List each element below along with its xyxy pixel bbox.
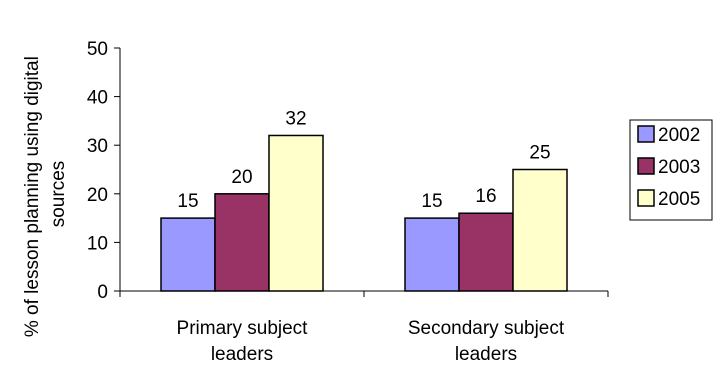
bar	[160, 217, 216, 292]
legend-swatch	[637, 157, 655, 175]
y-axis-label-line-1: % of lesson planning using digital	[22, 56, 43, 337]
y-tick-label: 30	[87, 136, 108, 157]
y-axis-label: % of lesson planning using digital sourc…	[22, 51, 69, 337]
legend-label: 2005	[658, 189, 700, 210]
bar	[458, 212, 514, 292]
data-label: 15	[177, 191, 198, 212]
x-tick-label: Secondary subject	[408, 318, 565, 339]
legend-swatch	[637, 125, 655, 143]
y-tick-label: 40	[87, 88, 108, 109]
legend-label: 2003	[658, 157, 700, 178]
y-tick-label: 10	[87, 233, 108, 254]
y-axis-label-line-2: sources	[48, 161, 69, 228]
bars: 15 20 32 Primary subject leaders 15 16 25 Second…	[160, 108, 568, 365]
bar	[214, 193, 270, 292]
data-label: 15	[421, 191, 442, 212]
axes: 0 10 20 30 40 50	[87, 39, 609, 303]
x-tick-label: Primary subject	[177, 318, 309, 339]
y-tick-label: 0	[97, 282, 108, 303]
y-tick-label: 50	[87, 39, 108, 60]
legend: 2002 2003 2005	[629, 119, 713, 221]
data-label: 20	[231, 167, 252, 188]
bar	[512, 168, 568, 292]
data-label: 25	[529, 143, 550, 164]
bar	[268, 134, 324, 292]
bar	[404, 217, 460, 292]
legend-swatch	[637, 189, 655, 207]
y-tick-label: 20	[87, 185, 108, 206]
data-label: 32	[285, 108, 306, 129]
x-tick-label: leaders	[211, 344, 273, 365]
data-label: 16	[475, 186, 496, 207]
x-tick-label: leaders	[455, 344, 517, 365]
legend-label: 2002	[658, 125, 700, 146]
